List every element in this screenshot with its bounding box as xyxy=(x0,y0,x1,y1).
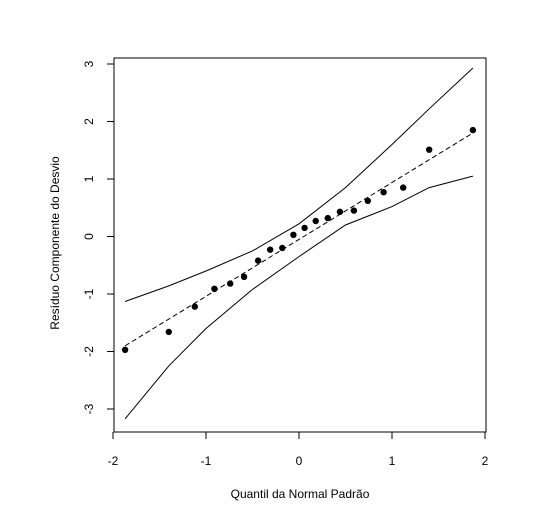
data-point xyxy=(267,246,274,253)
data-point xyxy=(279,244,286,252)
data-point xyxy=(121,346,129,353)
y-tick-label: -2 xyxy=(82,346,96,357)
data-point xyxy=(400,184,407,191)
envelope-mean-line xyxy=(124,132,474,347)
data-point xyxy=(336,208,344,215)
y-tick-label: -1 xyxy=(82,288,96,299)
x-tick-label: 1 xyxy=(389,454,396,468)
axes: -2 -1 0 1 2 -3 -2 -1 0 1 2 3 xyxy=(82,57,489,468)
data-point xyxy=(324,214,331,222)
data-point xyxy=(350,207,358,214)
y-tick-label: 1 xyxy=(82,175,96,182)
data-point xyxy=(165,328,172,336)
data-point xyxy=(240,273,248,280)
data-point xyxy=(301,224,308,232)
data-point xyxy=(469,126,477,134)
x-tick-label: -1 xyxy=(201,454,212,468)
y-tick-label: 2 xyxy=(82,118,96,125)
plot-marks xyxy=(121,67,477,420)
y-tick-label: 3 xyxy=(82,60,96,67)
data-point xyxy=(254,257,262,264)
y-tick-label: -3 xyxy=(82,403,96,414)
data-point xyxy=(211,285,218,292)
data-point xyxy=(227,280,234,287)
x-tick-label: -2 xyxy=(108,454,119,468)
plot-frame xyxy=(113,57,487,433)
data-point xyxy=(426,146,433,153)
y-axis-label: Resíduo Componente do Desvio xyxy=(48,156,62,330)
y-tick-label: 0 xyxy=(82,233,96,240)
data-point xyxy=(364,197,371,204)
data-point xyxy=(312,217,319,225)
data-point xyxy=(290,231,297,238)
envelope-lower-line xyxy=(124,175,474,420)
data-point xyxy=(191,303,198,310)
envelope-upper-line xyxy=(124,67,474,302)
data-point xyxy=(380,189,387,196)
x-tick-label: 2 xyxy=(482,454,489,468)
x-axis-label: Quantil da Normal Padrão xyxy=(231,487,370,501)
x-tick-label: 0 xyxy=(296,454,303,468)
